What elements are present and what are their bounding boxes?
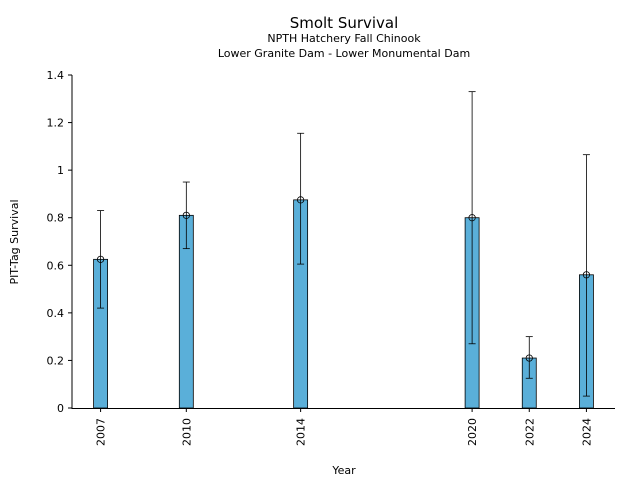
data-point-marker: [525, 354, 533, 362]
chart-title: Smolt Survival: [290, 14, 399, 32]
x-tick-label: 2022: [523, 418, 536, 446]
data-point-marker: [468, 214, 476, 222]
y-tick-label: 0.4: [47, 307, 65, 320]
y-tick-label: 1.4: [47, 69, 65, 82]
chart-subtitle-line-2: Lower Granite Dam - Lower Monumental Dam: [218, 47, 470, 60]
chart-subtitle-line-1: NPTH Hatchery Fall Chinook: [267, 32, 421, 45]
data-point-marker: [96, 255, 105, 263]
data-point-marker: [582, 271, 591, 279]
data-point-marker: [297, 196, 305, 204]
y-axis-label: PIT-Tag Survival: [8, 199, 21, 284]
x-tick-label: 2010: [180, 418, 193, 446]
data-point-marker: [182, 211, 190, 219]
plot-area: [93, 91, 594, 409]
y-tick-label: 1: [57, 164, 64, 177]
y-tick-label: 0.8: [47, 212, 65, 225]
x-tick-label: 2007: [95, 418, 108, 446]
x-tick-label: 2020: [466, 418, 479, 446]
x-axis-label: Year: [331, 464, 356, 477]
y-tick-label: 0: [57, 402, 64, 415]
x-tick-label: 2024: [580, 418, 593, 446]
x-tick-label: 2014: [295, 418, 308, 446]
y-tick-label: 0.2: [47, 354, 65, 367]
y-tick-label: 0.6: [47, 259, 65, 272]
y-tick-label: 1.2: [47, 117, 65, 130]
